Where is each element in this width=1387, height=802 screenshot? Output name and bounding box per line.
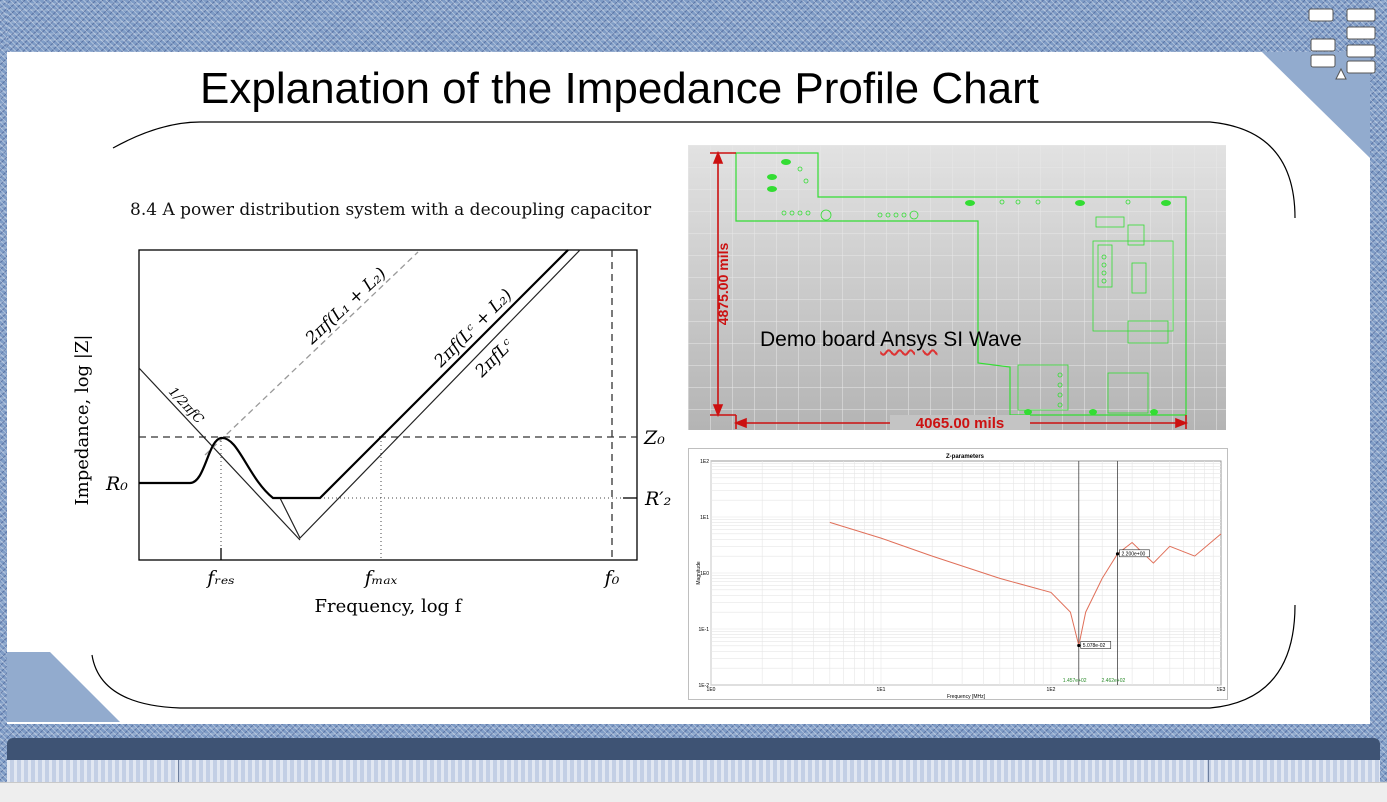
y-axis-label: Impedance, log |Z|	[72, 335, 93, 506]
zplot-y-tick-label: 1E-2	[698, 683, 709, 689]
left-texture-edge	[0, 0, 7, 801]
zplot-markers: 5.078e-02 2.200e+00	[1077, 549, 1150, 649]
plot-frame	[138, 249, 638, 561]
zplot-cursor-label: 2.462e+02	[1102, 678, 1126, 684]
zplot-x-tick-label: 1E1	[877, 687, 886, 693]
r0-label: R₀	[105, 473, 128, 495]
zplot-x-tick-label: 1E3	[1217, 687, 1226, 693]
zplot-y-tick-label: 1E1	[700, 515, 709, 521]
zplot-y-tick-label: 1E2	[700, 459, 709, 465]
diagram-heading: 8.4 A power distribution system with a d…	[130, 200, 652, 220]
footer-divider	[1208, 760, 1209, 782]
width-label-bg	[890, 415, 1030, 430]
board-pads	[767, 159, 1171, 415]
impedance-series-line	[829, 521, 1222, 646]
frame-bottom-arc	[91, 604, 1296, 709]
zplot-grid	[710, 461, 1221, 686]
zplot-marker-point	[1077, 643, 1081, 648]
caption-part-1: Demo board	[760, 328, 881, 351]
logo-icon	[1308, 8, 1376, 80]
zplot-y-tick-label: 1E-1	[698, 627, 709, 633]
slide-title: Explanation of the Impedance Profile Cha…	[200, 64, 1039, 113]
frame-top-arc	[112, 121, 1296, 219]
lc-line	[279, 249, 581, 540]
zplot-y-tick-label: 1E0	[700, 571, 709, 577]
top-texture-band	[0, 0, 1387, 53]
impedance-profile-diagram: Impedance, log |Z| Frequency, log f R₀ Z…	[72, 249, 671, 617]
zplot-cursor-label: 1.457e+02	[1063, 678, 1087, 684]
pcb-caption: Demo board Ansys SI Wave	[760, 328, 1022, 352]
z0-label: Z₀	[643, 427, 665, 449]
caption-part-2: Ansys	[880, 328, 938, 351]
zplot-y-ticks: 1E2 1E1 1E0 1E-1 1E-2	[698, 459, 709, 689]
zplot-cursors: 1.457e+02 2.462e+02	[1063, 461, 1126, 685]
zplot-x-tick-label: 1E2	[1047, 687, 1056, 693]
fres-label: fᵣₑₛ	[205, 567, 234, 589]
r2-label: R′₂	[644, 488, 671, 510]
zplot-x-label: Frequency [MHz]	[947, 694, 986, 700]
caption-part-3: SI Wave	[937, 328, 1022, 351]
zplot-marker-box	[1080, 641, 1112, 649]
l1l2-dashed-line	[204, 251, 419, 456]
zplot-title: Z-parameters	[946, 454, 985, 460]
zplot-x-tick-label: 1E0	[707, 687, 716, 693]
capacitive-label: 1/2πfC	[165, 384, 206, 427]
board-width-label: 4065.00 mils	[916, 415, 1004, 430]
impedance-profile-curve	[139, 249, 569, 500]
board-vias	[781, 166, 1174, 414]
zplot-marker-point	[1115, 552, 1120, 556]
zplot-x-ticks: 1E0 1E1 1E2 1E3	[707, 687, 1226, 693]
f0-label: f₀	[603, 567, 620, 589]
fmax-label: fₘₐₓ	[363, 567, 398, 589]
footer-divider	[178, 760, 179, 782]
pcb-board-image: 4065.00 mils 4875.00 mils	[688, 145, 1226, 430]
z-parameter-chart: Z-parameters Magnitude Frequency [MHz] 1…	[696, 454, 1226, 700]
board-height-label: 4875.00 mils	[715, 243, 731, 326]
bottom-left-corner-accent	[7, 652, 120, 722]
lc-label: 2πfLᶜ	[471, 335, 518, 382]
footer-bar	[7, 738, 1380, 760]
z-parameter-plot: Z-parameters Magnitude Frequency [MHz] 1…	[688, 448, 1228, 700]
pcb-board-drawing: 4065.00 mils 4875.00 mils	[688, 145, 1226, 430]
zplot-y-label: Magnitude	[696, 561, 702, 585]
status-bar	[0, 782, 1387, 802]
right-texture-band	[1370, 0, 1387, 801]
footer-strip	[7, 760, 1380, 782]
x-axis-label: Frequency, log f	[315, 596, 463, 617]
zplot-marker-box	[1119, 549, 1150, 558]
capacitive-line	[138, 367, 301, 541]
zplot-marker-label: 5.078e-02	[1083, 643, 1106, 649]
l1l2-label: 2πf(L₁ + L₂)	[301, 264, 391, 349]
zplot-marker-label: 2.200e+00	[1122, 551, 1146, 557]
